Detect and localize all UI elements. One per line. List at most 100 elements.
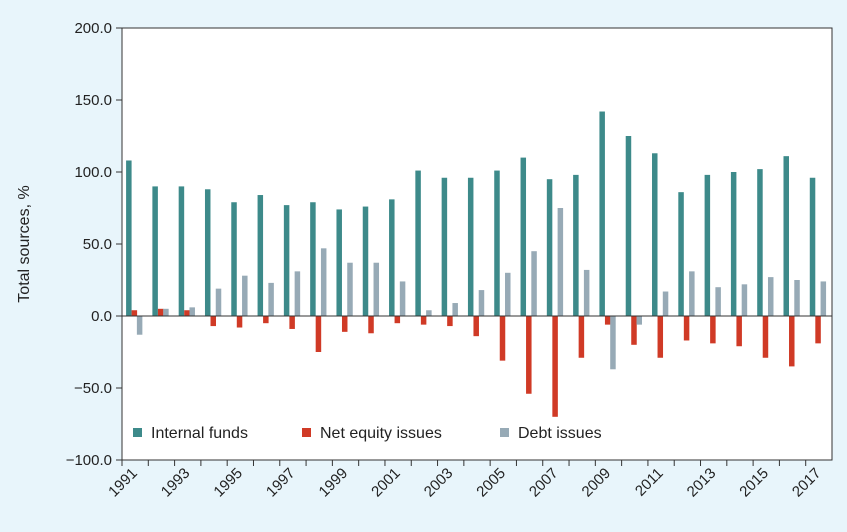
legend-item-debt-issues: Debt issues <box>500 425 602 442</box>
legend-item-net-equity-issues: Net equity issues <box>302 425 442 442</box>
legend-item-internal-funds: Internal funds <box>133 425 248 442</box>
x-tick-label: 2007 <box>526 465 562 501</box>
y-tick-label: −50.0 <box>74 380 112 397</box>
bar-debt-issues-2002 <box>426 310 432 316</box>
bar-net-equity-issues-1998 <box>315 316 322 352</box>
bar-debt-issues-1997 <box>294 271 301 316</box>
bar-debt-issues-2004 <box>478 290 485 316</box>
bar-internal-funds-2016 <box>783 156 789 316</box>
bar-internal-funds-1994 <box>204 189 211 316</box>
bar-net-equity-issues-2012 <box>683 316 690 341</box>
x-tick-label: 2003 <box>421 465 457 501</box>
bar-net-equity-issues-2011 <box>657 316 664 358</box>
bar-debt-issues-2008 <box>583 269 590 316</box>
bar-internal-funds-2009 <box>599 111 605 317</box>
bar-debt-issues-1993 <box>189 307 195 316</box>
bar-net-equity-issues-2015 <box>762 316 769 358</box>
legend-label: Net equity issues <box>320 425 442 442</box>
bar-debt-issues-2003 <box>452 303 458 316</box>
bar-internal-funds-2017 <box>809 177 816 316</box>
y-tick-label: 150.0 <box>74 92 112 109</box>
bar-debt-issues-1995 <box>242 275 248 316</box>
y-tick-label: 0.0 <box>91 308 112 325</box>
x-tick-label: 1997 <box>263 465 299 501</box>
x-tick-label: 1993 <box>158 465 194 501</box>
bar-debt-issues-2010 <box>636 316 642 325</box>
bar-debt-issues-1991 <box>136 316 143 335</box>
bar-internal-funds-2008 <box>573 174 579 316</box>
bar-debt-issues-2000 <box>373 262 380 316</box>
bar-debt-issues-2015 <box>767 277 774 316</box>
bar-internal-funds-1993 <box>178 186 185 316</box>
x-tick-label: 1999 <box>316 465 352 501</box>
legend-label: Internal funds <box>151 425 248 442</box>
bar-debt-issues-1996 <box>268 282 274 316</box>
bar-debt-issues-2016 <box>794 280 800 316</box>
bar-debt-issues-1999 <box>347 262 353 316</box>
bar-net-equity-issues-2007 <box>552 316 558 417</box>
bar-net-equity-issues-2004 <box>473 316 479 337</box>
x-tick-label: 2013 <box>684 465 720 501</box>
bar-net-equity-issues-2003 <box>447 316 453 327</box>
x-tick-label: 1991 <box>105 465 141 501</box>
y-tick-label: 200.0 <box>74 20 112 37</box>
bar-internal-funds-1996 <box>257 195 264 316</box>
legend-swatch <box>302 428 311 437</box>
bar-internal-funds-2011 <box>652 153 658 316</box>
y-tick-label: −100.0 <box>66 452 112 469</box>
bar-net-equity-issues-2006 <box>526 316 532 394</box>
legend-swatch <box>133 428 142 437</box>
x-tick-label: 2015 <box>736 465 772 501</box>
bar-net-equity-issues-1991 <box>131 310 138 316</box>
bar-debt-issues-2009 <box>610 316 616 370</box>
x-tick-label: 2005 <box>473 465 509 501</box>
bar-net-equity-issues-2010 <box>631 316 637 345</box>
x-tick-label: 2009 <box>579 465 615 501</box>
x-tick-label: 1995 <box>210 465 246 501</box>
bar-internal-funds-2000 <box>362 206 369 316</box>
bar-net-equity-issues-2017 <box>815 316 821 344</box>
bar-internal-funds-2005 <box>494 170 500 316</box>
bar-net-equity-issues-1999 <box>341 316 348 332</box>
bar-debt-issues-1994 <box>215 288 222 316</box>
x-tick-label: 2017 <box>789 465 825 501</box>
bar-debt-issues-2005 <box>505 272 511 316</box>
bar-internal-funds-2002 <box>415 170 421 316</box>
bar-internal-funds-1997 <box>283 205 290 316</box>
bar-net-equity-issues-2014 <box>736 316 742 347</box>
bar-debt-issues-2017 <box>820 281 827 316</box>
y-axis-title: Total sources, % <box>16 185 33 302</box>
x-tick-label: 2001 <box>368 465 404 501</box>
bar-debt-issues-2012 <box>689 271 695 316</box>
bar-internal-funds-1998 <box>310 202 316 316</box>
bar-debt-issues-2007 <box>557 208 564 316</box>
legend-swatch <box>500 428 509 437</box>
bar-internal-funds-2012 <box>678 192 684 316</box>
bar-net-equity-issues-2009 <box>604 316 611 325</box>
bar-net-equity-issues-1996 <box>263 316 269 324</box>
bar-internal-funds-2004 <box>467 177 474 316</box>
bar-net-equity-issues-1994 <box>210 316 216 327</box>
bar-debt-issues-2011 <box>662 291 669 316</box>
bar-net-equity-issues-1993 <box>184 310 190 316</box>
bar-internal-funds-2013 <box>704 174 711 316</box>
bar-internal-funds-2010 <box>625 136 632 316</box>
bar-internal-funds-2003 <box>441 177 448 316</box>
bar-internal-funds-1992 <box>152 186 158 316</box>
bar-net-equity-issues-2008 <box>578 316 585 358</box>
bar-debt-issues-2014 <box>741 284 748 316</box>
bar-internal-funds-1991 <box>126 160 132 316</box>
legend-label: Debt issues <box>518 425 602 442</box>
bar-internal-funds-2006 <box>520 157 527 316</box>
bar-net-equity-issues-1997 <box>289 316 295 329</box>
bar-net-equity-issues-1992 <box>157 308 164 316</box>
bar-net-equity-issues-2002 <box>420 316 427 325</box>
bar-internal-funds-1999 <box>336 209 342 316</box>
y-tick-label: 100.0 <box>74 164 112 181</box>
bar-debt-issues-2013 <box>715 287 721 316</box>
bar-internal-funds-2014 <box>730 172 737 316</box>
bar-internal-funds-2001 <box>389 199 395 316</box>
bar-net-equity-issues-2016 <box>789 316 795 367</box>
bar-internal-funds-2015 <box>757 169 763 316</box>
